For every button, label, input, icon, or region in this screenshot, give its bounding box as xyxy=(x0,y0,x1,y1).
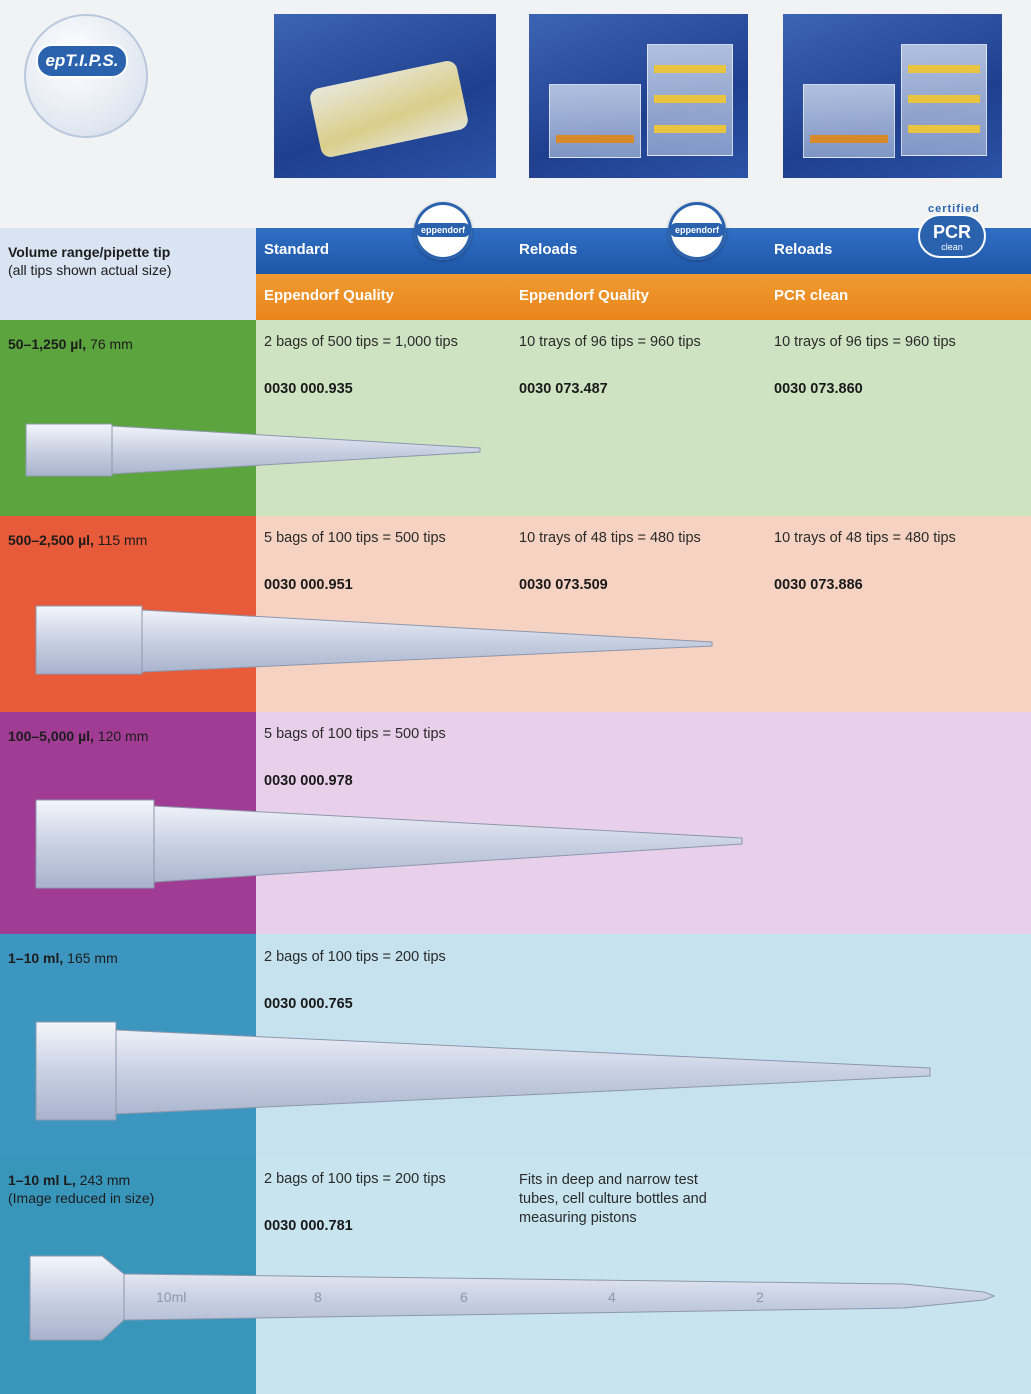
row5-col2-description: Fits in deep and narrow test tubes, cell… xyxy=(519,1172,707,1226)
photo-pcr-reload-trays xyxy=(783,14,1002,178)
row1-content-cell xyxy=(256,320,1031,516)
row5-col1-pack: 2 bags of 100 tips = 200 tips xyxy=(264,1171,446,1187)
row5-note: (Image reduced in size) xyxy=(8,1190,155,1206)
col1-quality: Eppendorf Quality xyxy=(256,274,511,320)
row3-col1-pack: 5 bags of 100 tips = 500 tips xyxy=(264,726,446,742)
tip-mark: 4 xyxy=(608,1289,616,1305)
row5-content-cell xyxy=(256,1156,1031,1394)
row1-col2-code: 0030 073.487 xyxy=(519,381,608,397)
row1-col1-pack: 2 bags of 500 tips = 1,000 tips xyxy=(264,334,458,350)
tip-mark: 6 xyxy=(460,1289,468,1305)
header-volume-cell: Volume range/pipette tip (all tips shown… xyxy=(0,228,256,320)
col3-type: Reloads xyxy=(766,228,1031,274)
header-volume-title: Volume range/pipette tip xyxy=(8,244,171,260)
header-volume-subtitle: (all tips shown actual size) xyxy=(8,262,172,278)
pipette-tip-image: 10ml 8 6 4 2 xyxy=(29,1255,996,1341)
pipette-tip-image xyxy=(25,423,481,477)
photo-bagged-tips xyxy=(274,14,496,178)
pipette-tip-image xyxy=(35,799,743,889)
row2-col1-code: 0030 000.951 xyxy=(264,577,353,593)
pipette-tip-image xyxy=(35,1021,931,1121)
row4-col1-pack: 2 bags of 100 tips = 200 tips xyxy=(264,949,446,965)
pcr-clean-badge-icon: PCR clean xyxy=(920,216,984,256)
col2-type: Reloads xyxy=(511,228,766,274)
row1-label-cell xyxy=(0,320,256,516)
eptips-logo-text: epT.I.P.S. xyxy=(36,44,128,78)
row1-col2-pack: 10 trays of 96 tips = 960 tips xyxy=(519,334,701,350)
row1-col3-code: 0030 073.860 xyxy=(774,381,863,397)
col3-quality: PCR clean xyxy=(766,274,1031,320)
row3-col1-code: 0030 000.978 xyxy=(264,773,353,789)
row1-col3-pack: 10 trays of 96 tips = 960 tips xyxy=(774,334,956,350)
pcr-certified-label: certified xyxy=(928,203,980,215)
row2-volume: 500–2,500 µl, 115 mm xyxy=(8,532,148,548)
row2-col2-code: 0030 073.509 xyxy=(519,577,608,593)
row3-volume: 100–5,000 µl, 120 mm xyxy=(8,728,149,744)
row4-col1-code: 0030 000.765 xyxy=(264,996,353,1012)
row5-volume: 1–10 ml L, 243 mm xyxy=(8,1172,131,1188)
row5-col1-code: 0030 000.781 xyxy=(264,1218,353,1234)
eppendorf-guarantee-seal-icon: eppendorf xyxy=(668,202,726,260)
row2-content-cell xyxy=(256,516,1031,712)
row1-volume: 50–1,250 µl, 76 mm xyxy=(8,336,133,352)
pipette-tip-image xyxy=(35,605,713,675)
tip-mark: 10ml xyxy=(156,1289,186,1305)
row2-col2-pack: 10 trays of 48 tips = 480 tips xyxy=(519,530,701,546)
row2-col3-pack: 10 trays of 48 tips = 480 tips xyxy=(774,530,956,546)
row1-col1-code: 0030 000.935 xyxy=(264,381,353,397)
tip-mark: 8 xyxy=(314,1289,322,1305)
eppendorf-guarantee-seal-icon: eppendorf xyxy=(414,202,472,260)
row4-volume: 1–10 ml, 165 mm xyxy=(8,950,118,966)
col1-type: Standard xyxy=(256,228,511,274)
row2-col1-pack: 5 bags of 100 tips = 500 tips xyxy=(264,530,446,546)
tip-mark: 2 xyxy=(756,1289,764,1305)
col2-quality: Eppendorf Quality xyxy=(511,274,766,320)
row2-col3-code: 0030 073.886 xyxy=(774,577,863,593)
photo-reload-trays xyxy=(529,14,748,178)
